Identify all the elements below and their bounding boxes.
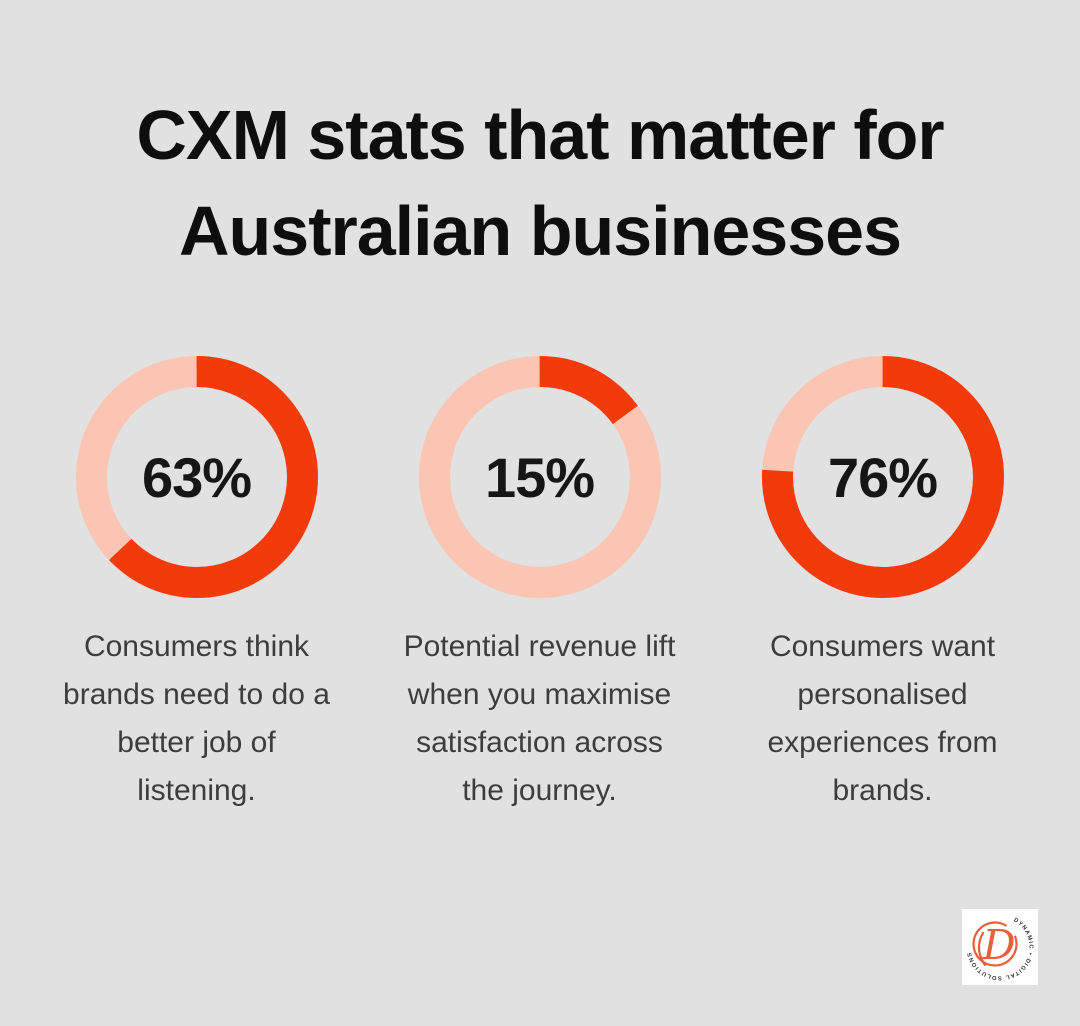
donut-percent-label: 63% (141, 445, 252, 509)
logo-brush-circle (972, 921, 1018, 967)
donut-chart-63: 63% (75, 356, 318, 598)
stat-card-consumers-listening: 63% Consumers think brands need to do a … (25, 356, 368, 815)
brand-logo-badge: D DYNAMIC • DIGITAL SOLUTIONS (967, 917, 1033, 980)
logo-monogram-d-icon: D (982, 921, 1016, 969)
donut-chart-15: 15% (418, 356, 661, 598)
donut-chart-76: 76% (761, 356, 1004, 598)
stat-caption: Consumers think brands need to do a bett… (63, 630, 330, 807)
donut-arc (75, 356, 318, 598)
page-title: CXM stats that matter for Australian bus… (136, 96, 944, 270)
stat-caption: Potential revenue lift when you maximise… (403, 630, 676, 807)
logo-brush-overshoot (977, 931, 987, 967)
stats-row: 63% Consumers think brands need to do a … (25, 356, 1054, 815)
donut-svg (761, 356, 1004, 598)
donut-svg (418, 356, 661, 598)
donut-arc (418, 356, 661, 598)
donut-percent-label: 76% (827, 445, 938, 509)
stat-card-revenue-lift: 15% Potential revenue lift when you maxi… (368, 356, 711, 815)
brand-logo: D DYNAMIC • DIGITAL SOLUTIONS (962, 909, 1038, 985)
donut-arc (761, 356, 1004, 598)
donut-percent-label: 15% (484, 445, 595, 509)
stat-card-personalisation: 76% Consumers want personalised experien… (711, 356, 1054, 815)
stat-caption: Consumers want personalised experiences … (767, 630, 998, 807)
donut-svg (75, 356, 318, 598)
